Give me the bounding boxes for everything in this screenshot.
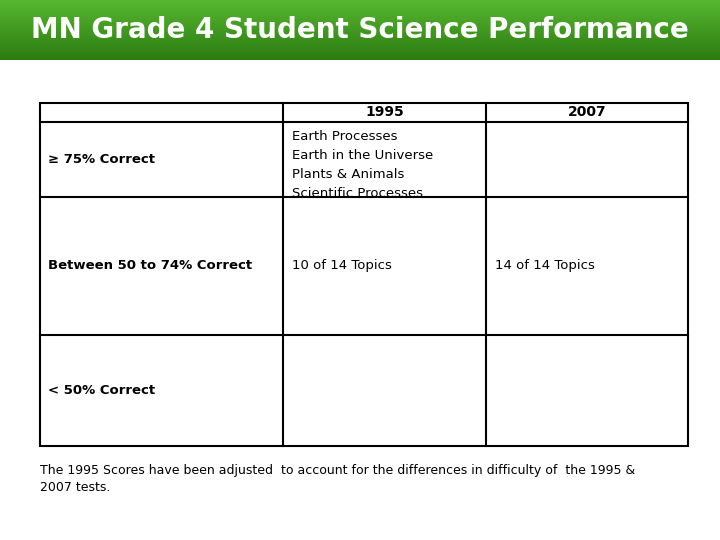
Text: 10 of 14 Topics: 10 of 14 Topics (292, 259, 392, 273)
Bar (0, 23, 720, 24)
Bar (0, 18, 720, 19)
Bar (0, 9, 720, 10)
Bar (0, 57, 720, 58)
Text: MN Grade 4 Student Science Performance: MN Grade 4 Student Science Performance (31, 16, 689, 44)
Bar (0, 29, 720, 30)
Text: 2007: 2007 (567, 105, 606, 119)
Bar (0, 55, 720, 56)
Bar (0, 8, 720, 9)
Bar (0, 43, 720, 44)
Bar (0, 33, 720, 34)
Bar (0, 2, 720, 3)
Bar (0, 24, 720, 25)
Bar (0, 11, 720, 12)
Bar (0, 46, 720, 47)
Bar (0, 48, 720, 49)
Bar (0, 44, 720, 45)
Bar (0, 16, 720, 17)
Bar (0, 59, 720, 60)
Bar (0, 42, 720, 43)
Bar (0, 31, 720, 32)
Bar (0, 53, 720, 55)
Bar (0, 58, 720, 59)
Bar (0, 56, 720, 57)
Bar (0, 27, 720, 28)
Text: Between 50 to 74% Correct: Between 50 to 74% Correct (48, 259, 253, 273)
Bar (0, 26, 720, 27)
Bar (0, 3, 720, 4)
Bar (0, 30, 720, 31)
Bar (0, 47, 720, 48)
Bar (40, 103, 688, 446)
Text: < 50% Correct: < 50% Correct (48, 383, 156, 397)
Text: ≥ 75% Correct: ≥ 75% Correct (48, 153, 156, 166)
Text: 14 of 14 Topics: 14 of 14 Topics (495, 259, 595, 273)
Bar (0, 12, 720, 13)
Bar (0, 51, 720, 52)
Bar (0, 17, 720, 18)
Bar (0, 36, 720, 37)
Bar (0, 25, 720, 26)
Bar (0, 52, 720, 53)
Text: The 1995 Scores have been adjusted  to account for the differences in difficulty: The 1995 Scores have been adjusted to ac… (40, 464, 635, 495)
Bar (0, 45, 720, 46)
Bar (0, 5, 720, 6)
Bar (0, 34, 720, 35)
Bar (0, 4, 720, 5)
Bar (0, 41, 720, 42)
Bar (0, 50, 720, 51)
Bar (0, 49, 720, 50)
Bar (0, 10, 720, 11)
Bar (0, 6, 720, 7)
Bar (0, 35, 720, 36)
Bar (0, 37, 720, 38)
Bar (0, 32, 720, 33)
Bar (0, 40, 720, 41)
Bar (0, 15, 720, 16)
Bar (0, 13, 720, 14)
Bar (0, 28, 720, 29)
Text: Earth Processes
Earth in the Universe
Plants & Animals
Scientific Processes: Earth Processes Earth in the Universe Pl… (292, 130, 433, 200)
Bar (0, 7, 720, 8)
Bar (0, 14, 720, 15)
Bar (0, 22, 720, 23)
Bar (0, 0, 720, 1)
Bar (0, 1, 720, 2)
Text: 1995: 1995 (365, 105, 404, 119)
Bar (0, 38, 720, 39)
Bar (0, 19, 720, 21)
Bar (0, 39, 720, 40)
Bar (0, 21, 720, 22)
